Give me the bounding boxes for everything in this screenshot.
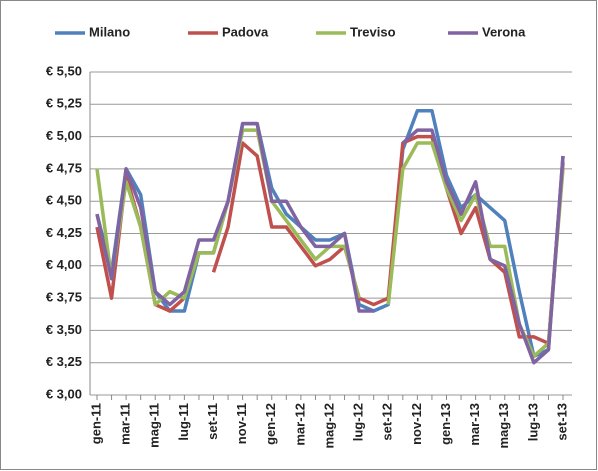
- x-tick-label: mag-12: [321, 403, 336, 449]
- series-line: [386, 141, 565, 358]
- x-tick-label: gen-13: [438, 403, 453, 445]
- x-tick-label: set-13: [554, 403, 569, 441]
- y-tick-label: € 5,00: [46, 128, 82, 143]
- x-tick-label: nov-11: [234, 403, 249, 444]
- series-line: [95, 109, 565, 358]
- legend-label: Padova: [222, 24, 269, 39]
- x-tick-label: lug-11: [176, 403, 191, 441]
- y-tick-label: € 3,25: [46, 354, 82, 369]
- legend-label: Treviso: [350, 24, 396, 39]
- legend-label: Verona: [482, 24, 526, 39]
- x-tick-label: lug-13: [525, 403, 540, 441]
- x-tick-label: mag-11: [147, 403, 162, 448]
- legend-label: Milano: [89, 24, 130, 39]
- y-tick-label: € 4,75: [46, 160, 82, 175]
- series-line: [95, 121, 374, 313]
- x-tick-label: gen-12: [263, 403, 278, 445]
- x-tick-label: set-11: [205, 403, 220, 440]
- x-tick-label: mar-12: [292, 403, 307, 446]
- y-tick-label: € 3,00: [46, 386, 82, 401]
- x-tick-label: gen-11: [88, 403, 103, 444]
- x-tick-label: mar-13: [467, 403, 482, 446]
- x-tick-label: nov-12: [409, 403, 424, 445]
- y-tick-label: € 5,25: [46, 96, 82, 111]
- x-tick-label: mag-13: [496, 403, 511, 449]
- y-tick-label: € 3,75: [46, 290, 82, 305]
- y-tick-label: € 3,50: [46, 322, 82, 337]
- x-tick-label: mar-11: [118, 403, 133, 445]
- y-tick-label: € 4,25: [46, 225, 82, 240]
- y-tick-label: € 5,50: [46, 63, 82, 78]
- x-tick-label: lug-12: [351, 403, 366, 441]
- y-tick-label: € 4,00: [46, 257, 82, 272]
- y-tick-label: € 4,50: [46, 193, 82, 208]
- series-line: [401, 128, 565, 365]
- x-tick-label: set-12: [380, 403, 395, 441]
